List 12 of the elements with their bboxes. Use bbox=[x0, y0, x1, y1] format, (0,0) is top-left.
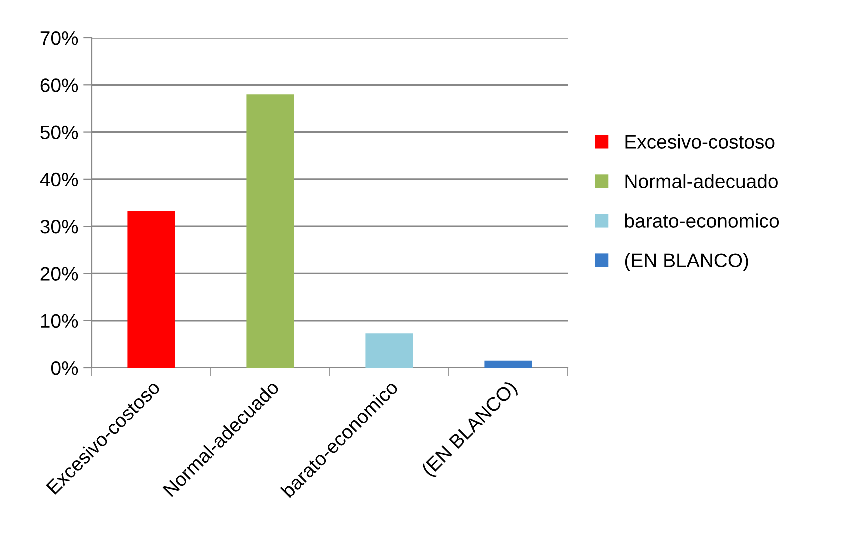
legend-label: (EN BLANCO) bbox=[625, 253, 748, 272]
legend-label: Excesivo-costoso bbox=[626, 134, 775, 149]
y-tick-label: 30% bbox=[40, 220, 78, 234]
y-tick-label: 40% bbox=[40, 172, 78, 187]
y-tick-label: 10% bbox=[41, 314, 78, 328]
legend-label: barato-economico bbox=[625, 214, 780, 228]
y-tick-label: 20% bbox=[40, 267, 78, 281]
legend-label: Normal-adecuado bbox=[626, 174, 778, 188]
y-tick-label: 50% bbox=[40, 126, 78, 140]
y-tick-label: 0% bbox=[51, 361, 78, 376]
y-tick-label: 60% bbox=[40, 78, 78, 92]
y-tick-label: 70% bbox=[40, 31, 78, 46]
